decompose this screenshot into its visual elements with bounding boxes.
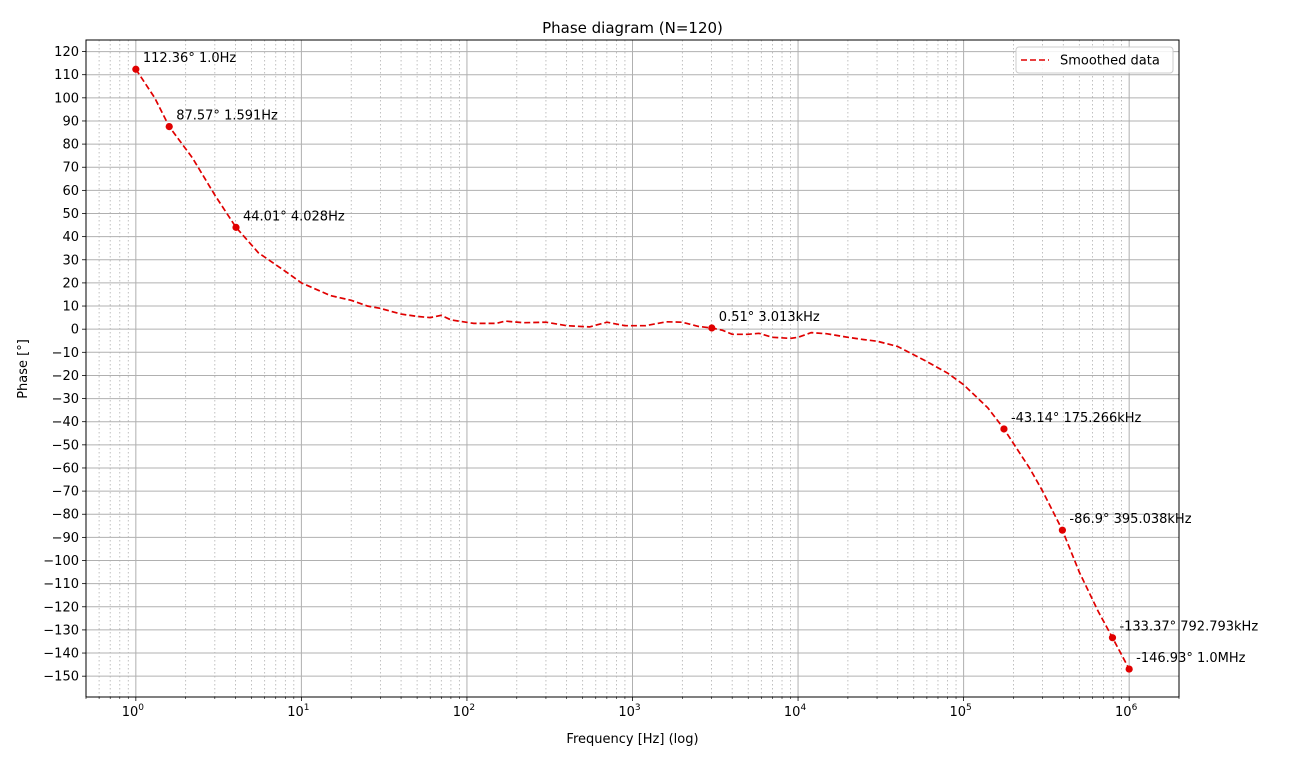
y-tick-label: 10	[62, 300, 79, 315]
legend-box	[1015, 46, 1174, 74]
legend-label: Smoothed data	[1060, 54, 1160, 69]
y-tick-label: −130	[43, 623, 79, 638]
y-tick-label: 120	[54, 45, 79, 60]
y-tick-label: −80	[52, 508, 79, 523]
data-marker	[165, 122, 173, 131]
y-axis-ticks: 1201101009080706050403020100−10−20−30−40…	[43, 45, 86, 685]
y-tick-label: 0	[71, 323, 79, 338]
y-tick-label: −140	[43, 647, 79, 662]
y-tick-label: 100	[54, 91, 79, 106]
annotation-label: 87.57° 1.591Hz	[176, 109, 278, 124]
annotation-label: 0.51° 3.013kHz	[719, 310, 820, 325]
major-grid	[86, 40, 1179, 697]
y-tick-label: 30	[62, 253, 79, 268]
y-tick-label: 50	[62, 207, 79, 222]
y-tick-label: 110	[54, 68, 79, 83]
y-tick-label: 20	[62, 276, 79, 291]
data-marker	[232, 223, 240, 231]
y-tick-label: −110	[43, 577, 79, 592]
plot-frame	[85, 39, 1180, 698]
y-tick-label: 70	[62, 161, 79, 176]
data-marker	[1125, 665, 1133, 673]
y-tick-label: −20	[52, 369, 79, 384]
y-tick-label: −50	[52, 438, 79, 453]
data-marker	[132, 65, 140, 73]
data-marker	[1058, 526, 1066, 534]
y-tick-label: −30	[52, 392, 79, 407]
y-tick-label: −90	[52, 531, 79, 546]
minor-grid	[85, 40, 1180, 699]
y-tick-label: −70	[52, 485, 79, 500]
legend: Smoothed data	[1015, 46, 1174, 74]
annotation-label: -133.37° 792.793kHz	[1119, 620, 1258, 635]
data-marker	[1000, 425, 1008, 433]
chart-title: Phase diagram (N=120)	[542, 19, 723, 37]
annotation-label: -86.9° 395.038kHz	[1069, 512, 1191, 527]
plot-markers	[132, 65, 1133, 673]
annotation-label: 44.01° 4.028Hz	[243, 209, 345, 224]
y-tick-label: −40	[52, 415, 79, 430]
annotation-label: -43.14° 175.266kHz	[1011, 411, 1142, 426]
y-tick-label: 40	[62, 230, 79, 245]
y-tick-label: −100	[43, 554, 79, 569]
data-marker	[1108, 634, 1117, 642]
y-tick-label: 80	[62, 138, 79, 153]
y-tick-label: −10	[52, 346, 79, 361]
y-tick-label: −120	[43, 600, 79, 615]
annotation-label: 112.36° 1.0Hz	[143, 51, 237, 66]
x-axis-label: Frequency [Hz] (log)	[566, 732, 698, 747]
y-tick-label: 90	[62, 114, 79, 129]
annotation-label: -146.93° 1.0MHz	[1136, 651, 1245, 666]
y-tick-label: 60	[62, 184, 79, 199]
y-tick-label: −60	[52, 461, 79, 476]
data-marker	[708, 324, 716, 332]
y-tick-label: −150	[43, 670, 79, 685]
plot-annotations: 112.36° 1.0Hz 87.57° 1.591Hz 44.01° 4.028H…	[143, 51, 1259, 666]
y-axis-label: Phase [°]	[16, 339, 31, 399]
